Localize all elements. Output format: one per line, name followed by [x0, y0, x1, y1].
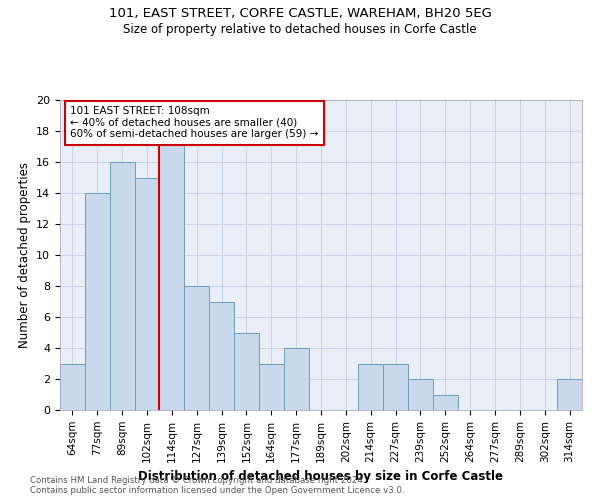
Bar — [60, 364, 85, 410]
Bar — [184, 286, 209, 410]
Bar — [557, 379, 582, 410]
Text: 101 EAST STREET: 108sqm
← 40% of detached houses are smaller (40)
60% of semi-de: 101 EAST STREET: 108sqm ← 40% of detache… — [70, 106, 319, 140]
X-axis label: Distribution of detached houses by size in Corfe Castle: Distribution of detached houses by size … — [139, 470, 503, 483]
Bar — [284, 348, 308, 410]
Bar — [85, 193, 110, 410]
Bar — [433, 394, 458, 410]
Bar — [160, 116, 184, 410]
Bar — [383, 364, 408, 410]
Bar — [234, 332, 259, 410]
Text: Size of property relative to detached houses in Corfe Castle: Size of property relative to detached ho… — [123, 22, 477, 36]
Bar — [408, 379, 433, 410]
Bar — [358, 364, 383, 410]
Text: 101, EAST STREET, CORFE CASTLE, WAREHAM, BH20 5EG: 101, EAST STREET, CORFE CASTLE, WAREHAM,… — [109, 8, 491, 20]
Bar — [110, 162, 134, 410]
Bar — [259, 364, 284, 410]
Bar — [209, 302, 234, 410]
Y-axis label: Number of detached properties: Number of detached properties — [17, 162, 31, 348]
Text: Contains HM Land Registry data © Crown copyright and database right 2024.
Contai: Contains HM Land Registry data © Crown c… — [30, 476, 404, 495]
Bar — [134, 178, 160, 410]
